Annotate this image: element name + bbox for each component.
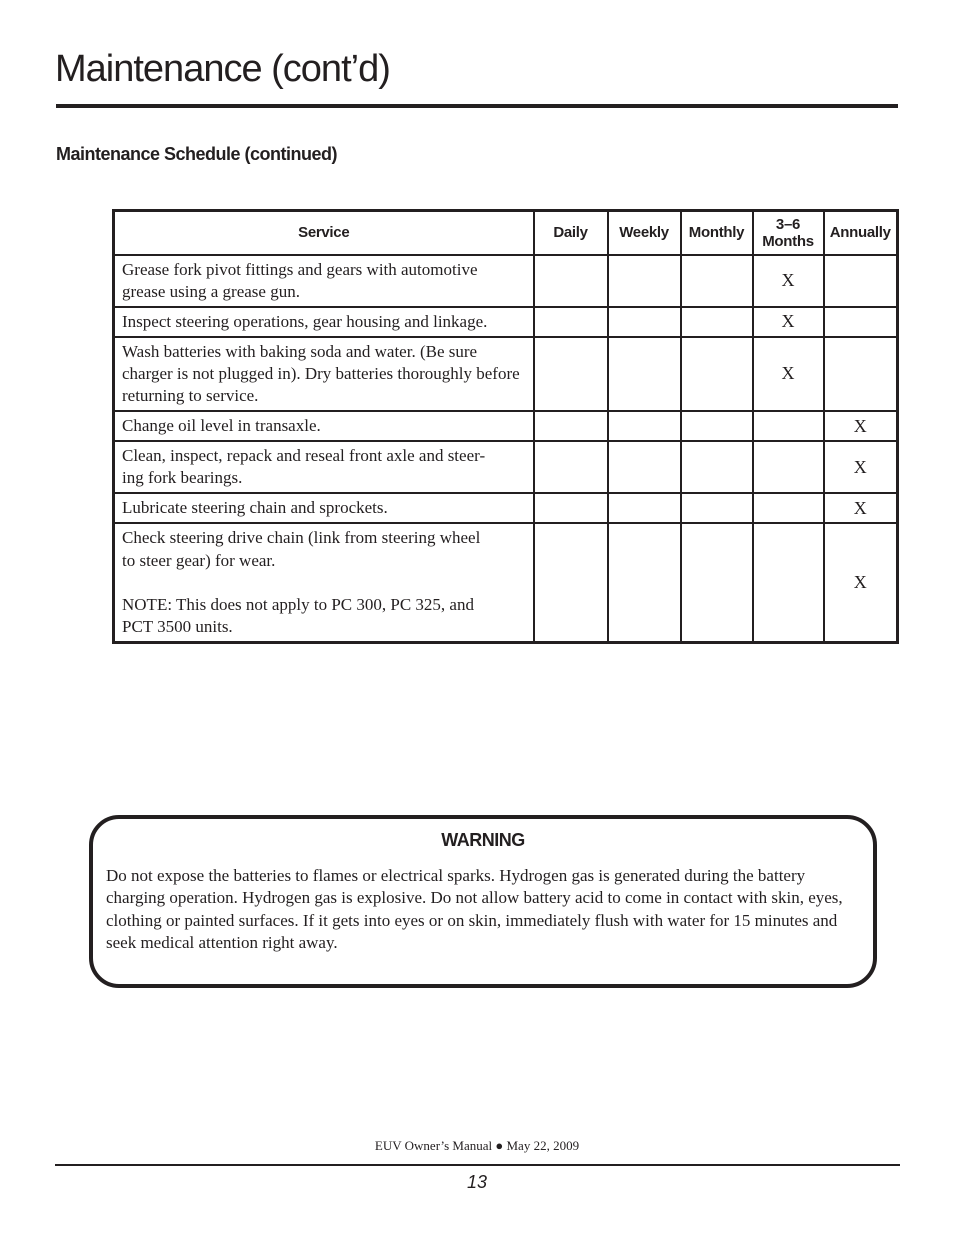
service-cell: Clean, inspect, repack and reseal front … [112, 440, 535, 495]
mark-3-6-months [751, 522, 825, 644]
table-row: Check steering drive chain (link from st… [112, 522, 899, 644]
table-row: Wash batteries with baking soda and wate… [112, 335, 899, 413]
mark-annually [822, 335, 899, 413]
header-3-6-months: 3–6 Months [751, 209, 825, 256]
mark-annually [822, 253, 899, 308]
mark-daily [532, 305, 609, 338]
mark-3-6-months: X [751, 335, 825, 413]
mark-annually: X [822, 492, 899, 525]
header-service: Service [112, 209, 535, 256]
header-weekly: Weekly [606, 209, 682, 256]
mark-annually: X [822, 522, 899, 644]
mark-weekly [606, 305, 682, 338]
warning-title: WARNING [441, 830, 525, 850]
mark-weekly [606, 335, 682, 413]
warning-box: WARNING Do not expose the batteries to f… [89, 815, 877, 988]
mark-weekly [606, 522, 682, 644]
mark-daily [532, 492, 609, 525]
header-annually: Annually [822, 209, 899, 256]
mark-monthly [679, 305, 754, 338]
mark-daily [532, 522, 609, 644]
table-row: Lubricate steering chain and sprockets. … [112, 492, 899, 525]
mark-monthly [679, 253, 754, 308]
warning-body-text: Do not expose the batteries to flames or… [106, 866, 843, 952]
mark-monthly [679, 410, 754, 443]
mark-3-6-months [751, 410, 825, 443]
mark-daily [532, 410, 609, 443]
table-header-row: Service Daily Weekly Monthly 3–6 Months … [112, 209, 899, 256]
section-subtitle: Maintenance Schedule (continued) [56, 144, 338, 164]
mark-monthly [679, 492, 754, 525]
service-cell: Check steering drive chain (link from st… [112, 522, 535, 644]
mark-3-6-months [751, 492, 825, 525]
service-cell: Inspect steering operations, gear housin… [112, 305, 535, 338]
maintenance-schedule-table: Service Daily Weekly Monthly 3–6 Months … [112, 209, 899, 644]
mark-annually: X [822, 410, 899, 443]
mark-daily [532, 335, 609, 413]
mark-annually [822, 305, 899, 338]
mark-daily [532, 253, 609, 308]
mark-monthly [679, 440, 754, 495]
footer-divider-rule [55, 1164, 900, 1166]
mark-weekly [606, 440, 682, 495]
header-monthly: Monthly [679, 209, 754, 256]
page-number: 13 [466, 1172, 488, 1192]
mark-daily [532, 440, 609, 495]
table-row: Change oil level in transaxle. X [112, 410, 899, 443]
header-daily: Daily [532, 209, 609, 256]
mark-3-6-months [751, 440, 825, 495]
mark-3-6-months: X [751, 253, 825, 308]
mark-annually: X [822, 440, 899, 495]
table-row: Clean, inspect, repack and reseal front … [112, 440, 899, 495]
mark-weekly [606, 253, 682, 308]
table-row: Inspect steering operations, gear housin… [112, 305, 899, 338]
service-cell: Change oil level in transaxle. [112, 410, 535, 443]
mark-monthly [679, 522, 754, 644]
mark-weekly [606, 492, 682, 525]
page-title: Maintenance (cont’d) [55, 48, 391, 90]
service-cell: Lubricate steering chain and sprockets. [112, 492, 535, 525]
service-cell: Grease fork pivot fittings and gears wit… [112, 253, 535, 308]
mark-weekly [606, 410, 682, 443]
mark-monthly [679, 335, 754, 413]
mark-3-6-months: X [751, 305, 825, 338]
table-row: Grease fork pivot fittings and gears wit… [112, 253, 899, 308]
service-cell: Wash batteries with baking soda and wate… [112, 335, 535, 413]
footer-manual-line: EUV Owner’s Manual ● May 22, 2009 [374, 1138, 580, 1153]
title-divider-rule [56, 104, 898, 108]
